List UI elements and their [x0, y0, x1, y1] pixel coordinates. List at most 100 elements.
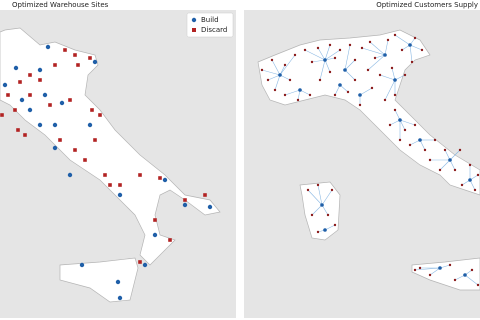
point	[420, 48, 424, 52]
point	[373, 56, 377, 60]
point	[28, 93, 32, 97]
point	[182, 202, 188, 208]
point	[0, 113, 4, 117]
point	[162, 177, 168, 183]
point	[338, 48, 342, 52]
point	[413, 268, 417, 272]
supply-line	[439, 159, 451, 171]
point	[79, 262, 85, 268]
point	[306, 188, 310, 192]
point	[413, 36, 417, 40]
supply-line	[324, 224, 336, 231]
point	[158, 176, 162, 180]
point	[358, 93, 362, 97]
point	[418, 266, 422, 270]
supply-line	[324, 49, 341, 61]
supply-line	[344, 59, 356, 71]
supply-line	[399, 119, 416, 126]
supply-line	[394, 34, 411, 46]
supply-line	[409, 44, 423, 51]
point	[413, 123, 417, 127]
legend-label: Build	[201, 16, 219, 24]
supply-line	[444, 149, 451, 161]
point	[19, 97, 25, 103]
point	[433, 138, 437, 142]
chart-title: Optimized Customers Supply	[376, 1, 478, 9]
legend-label: Discard	[201, 26, 227, 34]
supply-line	[369, 41, 386, 56]
point	[453, 278, 457, 282]
point	[13, 65, 19, 71]
point	[48, 103, 52, 107]
point	[28, 73, 32, 77]
point	[338, 83, 342, 87]
point	[476, 173, 480, 177]
point	[203, 193, 207, 197]
point	[2, 82, 8, 88]
point	[393, 93, 397, 97]
point	[388, 123, 392, 127]
supply-line	[324, 44, 331, 61]
point	[410, 60, 414, 64]
point	[103, 173, 107, 177]
supply-line	[299, 89, 311, 96]
point	[42, 92, 48, 98]
point	[346, 90, 350, 94]
point	[68, 98, 72, 102]
point	[38, 78, 42, 82]
supply-line	[311, 204, 323, 216]
point	[45, 44, 51, 50]
point	[358, 103, 362, 107]
point	[52, 122, 58, 128]
point	[37, 67, 43, 73]
supply-line	[324, 59, 331, 73]
point	[330, 188, 334, 192]
point	[88, 56, 92, 60]
supply-line	[359, 87, 373, 96]
point	[142, 262, 148, 268]
supply-line	[409, 44, 413, 63]
point	[13, 108, 17, 112]
point	[117, 192, 123, 198]
point	[423, 148, 427, 152]
supply-line	[384, 39, 389, 56]
supply-line	[304, 49, 326, 61]
point	[443, 148, 447, 152]
point	[438, 168, 442, 172]
point	[418, 138, 422, 142]
point	[448, 158, 452, 162]
legend-box	[186, 12, 234, 38]
point	[6, 93, 10, 97]
point	[16, 128, 20, 132]
point	[393, 108, 397, 112]
point	[348, 43, 352, 47]
point	[393, 78, 397, 82]
point	[438, 266, 442, 270]
point	[90, 108, 94, 112]
point	[390, 66, 394, 70]
supply-line	[267, 74, 281, 81]
point	[23, 133, 27, 137]
supply-line	[311, 59, 326, 63]
point	[18, 80, 22, 84]
point	[316, 183, 320, 187]
point	[27, 107, 33, 113]
supply-line	[389, 119, 401, 126]
point	[303, 48, 307, 52]
supply-line	[414, 267, 441, 271]
supply-line	[279, 74, 291, 81]
supply-line	[409, 139, 421, 146]
supply-line	[274, 74, 281, 91]
point	[108, 183, 112, 187]
supply-line	[449, 159, 456, 171]
point	[117, 295, 123, 301]
point	[353, 78, 357, 82]
point	[323, 228, 327, 232]
point	[316, 46, 320, 50]
point	[298, 88, 302, 92]
point	[83, 158, 87, 162]
point	[293, 53, 297, 57]
point	[273, 88, 277, 92]
supply-line	[399, 119, 406, 131]
